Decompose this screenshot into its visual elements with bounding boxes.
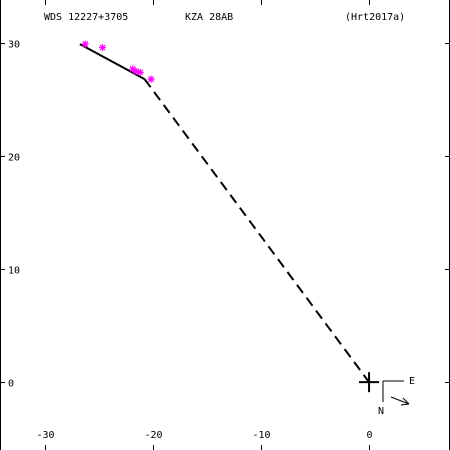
x-tick-label: -10 [252, 430, 270, 441]
y-tick-label: 20 [8, 153, 20, 164]
x-tick-label: -20 [144, 430, 162, 441]
compass-north-label: N [378, 406, 384, 417]
y-tick-label: 0 [8, 379, 14, 390]
motion-arrow-icon [390, 396, 410, 406]
x-tick-label: 0 [366, 430, 372, 441]
observation-point [132, 67, 140, 75]
compass-east-label: E [409, 376, 415, 387]
wds-id-label: WDS 12227+3705 [44, 12, 128, 23]
x-tick-label: -30 [36, 430, 54, 441]
observation-point [136, 68, 144, 76]
y-tick-label: 30 [8, 40, 20, 51]
observation-point [99, 43, 107, 51]
compass: E N [378, 376, 415, 417]
reference-label: (Hrt2017a) [345, 12, 405, 23]
y-tick-label: 10 [8, 266, 20, 277]
observation-point [81, 40, 89, 48]
observation-point [147, 75, 155, 83]
discoverer-label: KZA 28AB [185, 12, 233, 23]
observation-points [81, 40, 155, 83]
axis-tick-labels: -30 -20 -10 0 0 10 20 30 [8, 40, 373, 442]
primary-star-marker [359, 372, 380, 393]
